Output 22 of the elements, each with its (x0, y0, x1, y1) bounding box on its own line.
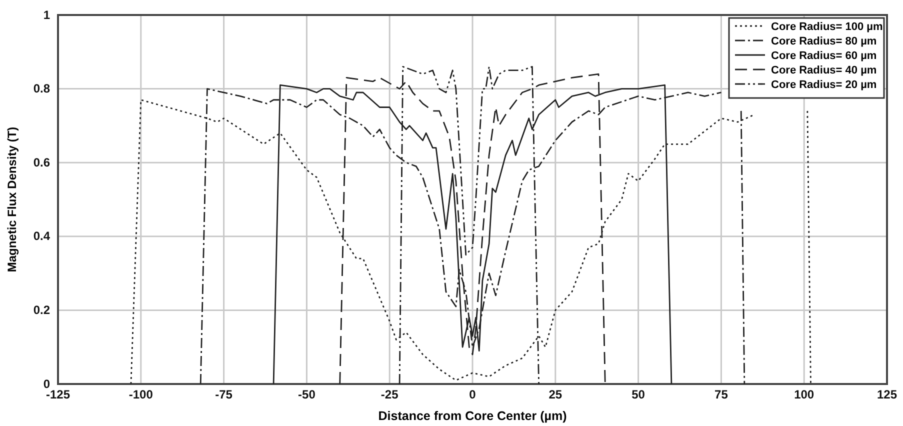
x-tick-label: 50 (632, 388, 646, 402)
y-tick-label: 0.8 (33, 82, 50, 96)
legend-label: Core Radius= 100 µm (771, 21, 884, 33)
y-tick-label: 1 (43, 8, 50, 22)
x-tick-label: 100 (794, 388, 814, 402)
y-tick-label: 0.6 (33, 155, 50, 170)
legend-label: Core Radius= 80 µm (771, 36, 877, 48)
x-tick-label: -50 (298, 388, 316, 402)
x-axis-title: Distance from Core Center (µm) (378, 409, 567, 423)
y-tick-label: 0.2 (33, 303, 50, 318)
x-tick-label: 25 (548, 388, 562, 402)
x-tick-label: 125 (876, 388, 898, 402)
y-axis-title: Magnetic Flux Density (T) (5, 126, 19, 272)
legend-label: Core Radius= 60 µm (771, 50, 877, 62)
x-tick-label: -75 (215, 388, 233, 402)
legend-label: Core Radius= 20 µm (771, 79, 877, 91)
x-tick-label: 0 (469, 388, 476, 402)
legend-label: Core Radius= 40 µm (771, 64, 877, 76)
y-tick-label: 0.4 (33, 229, 50, 244)
x-tick-label: 75 (714, 388, 728, 402)
x-tick-label: -25 (380, 388, 399, 402)
x-tick-label: -100 (128, 388, 154, 402)
